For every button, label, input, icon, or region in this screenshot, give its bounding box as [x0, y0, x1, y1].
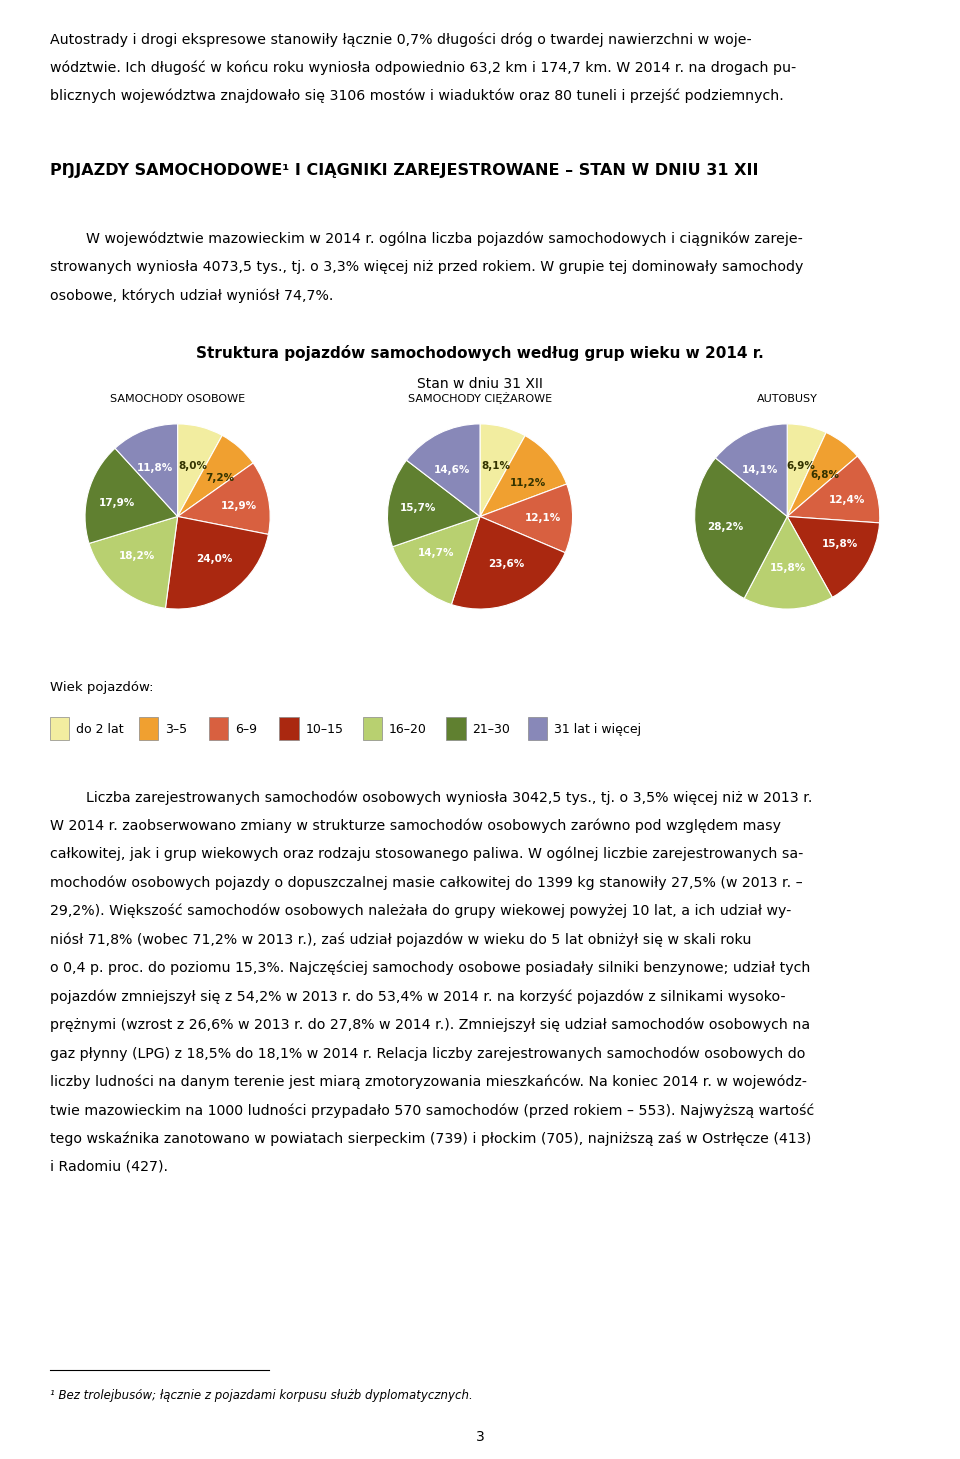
Text: 6,9%: 6,9% [786, 461, 815, 471]
Text: 15,7%: 15,7% [399, 503, 436, 514]
Title: AUTOBUSY: AUTOBUSY [756, 394, 818, 404]
Wedge shape [715, 425, 787, 516]
Wedge shape [744, 516, 832, 608]
Text: twie mazowieckim na 1000 ludności przypadało 570 samochodów (przed rokiem – 553): twie mazowieckim na 1000 ludności przypa… [50, 1103, 814, 1118]
Text: do 2 lat: do 2 lat [76, 722, 124, 735]
Text: mochodów osobowych pojazdy o dopuszczalnej masie całkowitej do 1399 kg stanowiły: mochodów osobowych pojazdy o dopuszczaln… [50, 875, 803, 890]
Text: 14,7%: 14,7% [418, 549, 454, 559]
Wedge shape [695, 458, 787, 598]
Text: pojazdów zmniejszył się z 54,2% w 2013 r. do 53,4% w 2014 r. na korzyść pojazdów: pojazdów zmniejszył się z 54,2% w 2013 r… [50, 989, 785, 1004]
Wedge shape [388, 460, 480, 547]
Text: W 2014 r. zaobserwowano zmiany w strukturze samochodów osobowych zarówno pod wzg: W 2014 r. zaobserwowano zmiany w struktu… [50, 818, 780, 833]
Wedge shape [451, 516, 565, 608]
Title: SAMOCHODY CIĘŻAROWE: SAMOCHODY CIĘŻAROWE [408, 392, 552, 404]
Wedge shape [787, 432, 857, 516]
Text: 14,6%: 14,6% [434, 465, 470, 476]
Wedge shape [178, 463, 270, 534]
Text: całkowitej, jak i grup wiekowych oraz rodzaju stosowanego paliwa. W ogólnej licz: całkowitej, jak i grup wiekowych oraz ro… [50, 846, 804, 861]
Text: 6–9: 6–9 [235, 722, 257, 735]
Wedge shape [178, 425, 222, 516]
Text: 6,8%: 6,8% [810, 470, 840, 480]
Text: 8,0%: 8,0% [179, 461, 207, 471]
Text: gaz płynny (LPG) z 18,5% do 18,1% w 2014 r. Relacja liczby zarejestrowanych samo: gaz płynny (LPG) z 18,5% do 18,1% w 2014… [50, 1046, 805, 1061]
Text: Liczba zarejestrowanych samochodów osobowych wyniosła 3042,5 tys., tj. o 3,5% wi: Liczba zarejestrowanych samochodów osobo… [86, 789, 813, 804]
Wedge shape [165, 516, 269, 608]
Wedge shape [393, 516, 480, 604]
Text: strowanych wyniosła 4073,5 tys., tj. o 3,3% więcej niż przed rokiem. W grupie te: strowanych wyniosła 4073,5 tys., tj. o 3… [50, 260, 804, 274]
Text: 18,2%: 18,2% [119, 552, 155, 560]
Text: PŊJAZDY SAMOCHODOWE¹ I CIĄGNIKI ZAREJESTROWANE – STAN W DNIU 31 XII: PŊJAZDY SAMOCHODOWE¹ I CIĄGNIKI ZAREJEST… [50, 163, 758, 178]
Wedge shape [89, 516, 178, 608]
Text: 7,2%: 7,2% [205, 473, 234, 483]
Text: 8,1%: 8,1% [481, 461, 511, 471]
Text: 10–15: 10–15 [305, 722, 344, 735]
Text: 31 lat i więcej: 31 lat i więcej [554, 722, 641, 735]
Title: SAMOCHODY OSOBOWE: SAMOCHODY OSOBOWE [110, 394, 245, 404]
Wedge shape [406, 425, 480, 516]
Text: ¹ Bez trolejbusów; łącznie z pojazdami korpusu służb dyplomatycznych.: ¹ Bez trolejbusów; łącznie z pojazdami k… [50, 1389, 472, 1402]
Text: 15,8%: 15,8% [822, 540, 858, 549]
Text: 12,4%: 12,4% [828, 495, 865, 505]
Text: 15,8%: 15,8% [770, 563, 806, 573]
Text: W województwie mazowieckim w 2014 r. ogólna liczba pojazdów samochodowych i ciąg: W województwie mazowieckim w 2014 r. ogó… [86, 231, 804, 245]
Text: 16–20: 16–20 [389, 722, 426, 735]
Text: niósł 71,8% (wobec 71,2% w 2013 r.), zaś udział pojazdów w wieku do 5 lat obniży: niósł 71,8% (wobec 71,2% w 2013 r.), zaś… [50, 932, 752, 947]
Text: 3: 3 [475, 1430, 485, 1444]
Wedge shape [85, 448, 178, 543]
Text: 11,8%: 11,8% [136, 464, 173, 473]
Text: 24,0%: 24,0% [196, 553, 232, 563]
Wedge shape [480, 436, 566, 516]
Text: osobowe, których udział wyniósł 74,7%.: osobowe, których udział wyniósł 74,7%. [50, 287, 333, 302]
Text: 3–5: 3–5 [165, 722, 187, 735]
Text: wództwie. Ich długość w końcu roku wyniosła odpowiednio 63,2 km i 174,7 km. W 20: wództwie. Ich długość w końcu roku wynio… [50, 60, 796, 74]
Text: 28,2%: 28,2% [708, 522, 744, 533]
Text: blicznych województwa znajdowało się 3106 mostów i wiaduktów oraz 80 tuneli i pr: blicznych województwa znajdowało się 310… [50, 89, 783, 104]
Text: prężnymi (wzrost z 26,6% w 2013 r. do 27,8% w 2014 r.). Zmniejszył się udział sa: prężnymi (wzrost z 26,6% w 2013 r. do 27… [50, 1017, 810, 1032]
Text: Struktura pojazdów samochodowych według grup wieku w 2014 r.: Struktura pojazdów samochodowych według … [196, 344, 764, 360]
Text: 21–30: 21–30 [472, 722, 510, 735]
Text: i Radomiu (427).: i Radomiu (427). [50, 1160, 168, 1174]
Text: Autostrady i drogi ekspresowe stanowiły łącznie 0,7% długości dróg o twardej naw: Autostrady i drogi ekspresowe stanowiły … [50, 32, 752, 47]
Text: o 0,4 p. proc. do poziomu 15,3%. Najczęściej samochody osobowe posiadały silniki: o 0,4 p. proc. do poziomu 15,3%. Najczęś… [50, 960, 810, 975]
Wedge shape [115, 425, 178, 516]
Text: 11,2%: 11,2% [510, 477, 546, 487]
Text: 12,1%: 12,1% [525, 512, 561, 522]
Text: tego wskaźnika zanotowano w powiatach sierpeckim (739) i płockim (705), najniższ: tego wskaźnika zanotowano w powiatach si… [50, 1132, 811, 1145]
Text: 17,9%: 17,9% [99, 498, 135, 508]
Text: 23,6%: 23,6% [488, 559, 524, 569]
Text: 12,9%: 12,9% [221, 500, 257, 511]
Text: Wiek pojazdów:: Wiek pojazdów: [50, 680, 154, 693]
Wedge shape [787, 457, 879, 522]
Text: liczby ludności na danym terenie jest miarą zmotoryzowania mieszkańców. Na konie: liczby ludności na danym terenie jest mi… [50, 1074, 807, 1088]
Text: Stan w dniu 31 XII: Stan w dniu 31 XII [417, 376, 543, 391]
Wedge shape [178, 435, 253, 516]
Wedge shape [480, 484, 572, 553]
Wedge shape [480, 425, 525, 516]
Text: 29,2%). Większość samochodów osobowych należała do grupy wiekowej powyżej 10 lat: 29,2%). Większość samochodów osobowych n… [50, 903, 791, 918]
Text: 14,1%: 14,1% [742, 465, 779, 474]
Wedge shape [787, 425, 827, 516]
Wedge shape [787, 516, 879, 597]
